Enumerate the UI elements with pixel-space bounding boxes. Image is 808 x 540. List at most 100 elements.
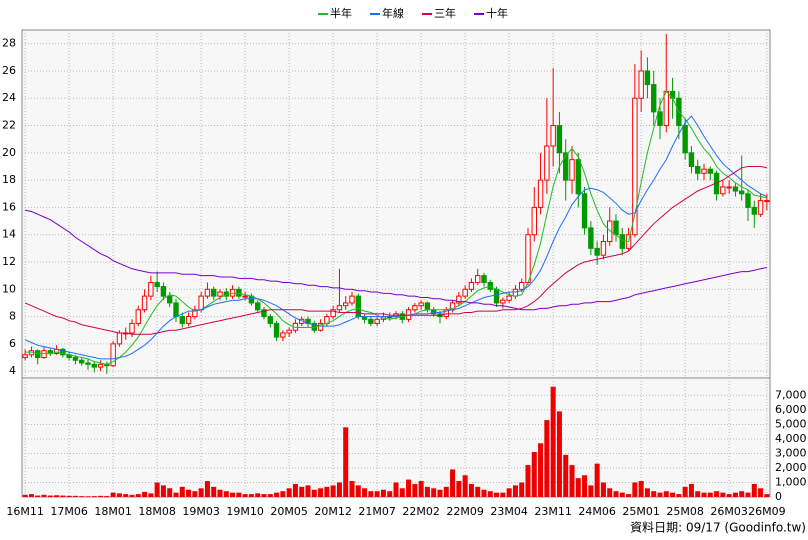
volume-bar — [399, 488, 405, 497]
volume-bar — [349, 481, 355, 497]
volume-bar — [506, 488, 512, 497]
candle-body — [211, 288, 217, 297]
volume-bar — [47, 495, 53, 497]
candle-body — [280, 332, 286, 338]
y-tick-label: 10 — [2, 282, 16, 295]
x-tick-label: 23M04 — [490, 505, 528, 518]
volume-bar — [129, 494, 135, 497]
candle-body — [487, 281, 493, 290]
volume-bar — [462, 475, 468, 497]
volume-bar — [751, 483, 757, 497]
x-tick-label: 19M03 — [182, 505, 220, 518]
candle-body — [701, 168, 707, 174]
candle-body — [575, 159, 581, 195]
candle-body — [374, 318, 380, 324]
candle-body — [556, 125, 563, 154]
candle-body — [85, 362, 91, 365]
volume-bar — [324, 486, 330, 497]
volume-bar — [651, 491, 657, 497]
volume-bar — [582, 475, 588, 497]
x-tick-label: 17M06 — [50, 505, 88, 518]
volume-bar — [355, 485, 361, 497]
volume-bar — [682, 486, 688, 497]
candle-body — [110, 343, 116, 367]
volume-bar — [110, 492, 116, 497]
y2-tick-label: 6,000 — [775, 403, 807, 416]
volume-bar — [362, 488, 368, 497]
candle-body — [368, 318, 374, 324]
volume-bar — [494, 492, 500, 497]
candle-body — [424, 302, 431, 311]
candle-body — [116, 332, 123, 345]
candle-body — [544, 145, 550, 181]
y-tick-label: 22 — [2, 119, 16, 132]
candle-body — [537, 179, 544, 208]
volume-bar — [607, 488, 613, 497]
candle-body — [588, 227, 594, 249]
y-tick-label: 16 — [2, 200, 16, 213]
candle-body — [493, 288, 500, 304]
volume-bar — [173, 492, 179, 497]
volume-bar — [632, 482, 638, 497]
candle-body — [167, 295, 173, 304]
volume-bar — [248, 494, 254, 497]
volume-bar — [626, 494, 632, 497]
candle-body — [663, 90, 669, 127]
candle-body — [506, 295, 512, 301]
candle-body — [160, 286, 167, 297]
candle-body — [198, 295, 204, 311]
candle-body — [418, 302, 424, 307]
legend-label: 十年 — [486, 6, 508, 20]
volume-bar — [714, 491, 720, 497]
volume-bar — [204, 481, 210, 497]
volume-bar — [707, 492, 713, 497]
volume-bar — [695, 491, 701, 497]
footer: 資料日期: 09/17 (Goodinfo.tw) — [630, 521, 806, 535]
volume-bar — [242, 494, 248, 497]
volume-bar — [481, 489, 487, 497]
volume-bar — [544, 420, 550, 497]
volume-bar — [85, 496, 91, 497]
volume-bar — [468, 483, 474, 497]
volume-bar — [255, 493, 261, 497]
candle-body — [745, 193, 751, 208]
volume-bar — [393, 482, 399, 497]
candle-body — [41, 350, 47, 359]
candle-body — [726, 186, 732, 189]
candle-body — [286, 329, 292, 334]
candle-body — [355, 295, 361, 318]
volume-bar — [500, 492, 506, 497]
volume-bar — [450, 469, 456, 497]
candle-body — [154, 281, 160, 288]
candle-body — [135, 309, 141, 324]
candle-body — [651, 84, 657, 113]
candle-body — [185, 316, 192, 324]
volume-bar — [644, 488, 650, 497]
candle-body — [757, 200, 764, 215]
legend-label: 年線 — [382, 6, 404, 20]
volume-bar — [368, 491, 374, 497]
x-tick-label: 21M07 — [358, 505, 396, 518]
volume-bar — [154, 482, 160, 497]
x-tick-label: 19M10 — [226, 505, 264, 518]
ma-line — [24, 115, 768, 360]
plot-area — [21, 29, 771, 498]
candle-body — [481, 275, 487, 283]
candle-body — [657, 111, 663, 127]
volume-bar — [663, 491, 669, 497]
y-tick-label: 12 — [2, 255, 16, 268]
y2-tick-label: 5,000 — [775, 417, 807, 430]
candle-body — [594, 247, 600, 256]
volume-bar — [142, 491, 148, 497]
volume-bar — [418, 481, 424, 497]
candle-body — [267, 316, 273, 324]
volume-bar — [456, 481, 462, 497]
candle-body — [550, 125, 556, 147]
candle-body — [632, 97, 638, 236]
candle-body — [217, 291, 223, 297]
x-tick-label: 20M12 — [314, 505, 352, 518]
candle-body — [475, 275, 481, 283]
volume-bar — [311, 489, 317, 497]
candle-body — [739, 190, 745, 195]
